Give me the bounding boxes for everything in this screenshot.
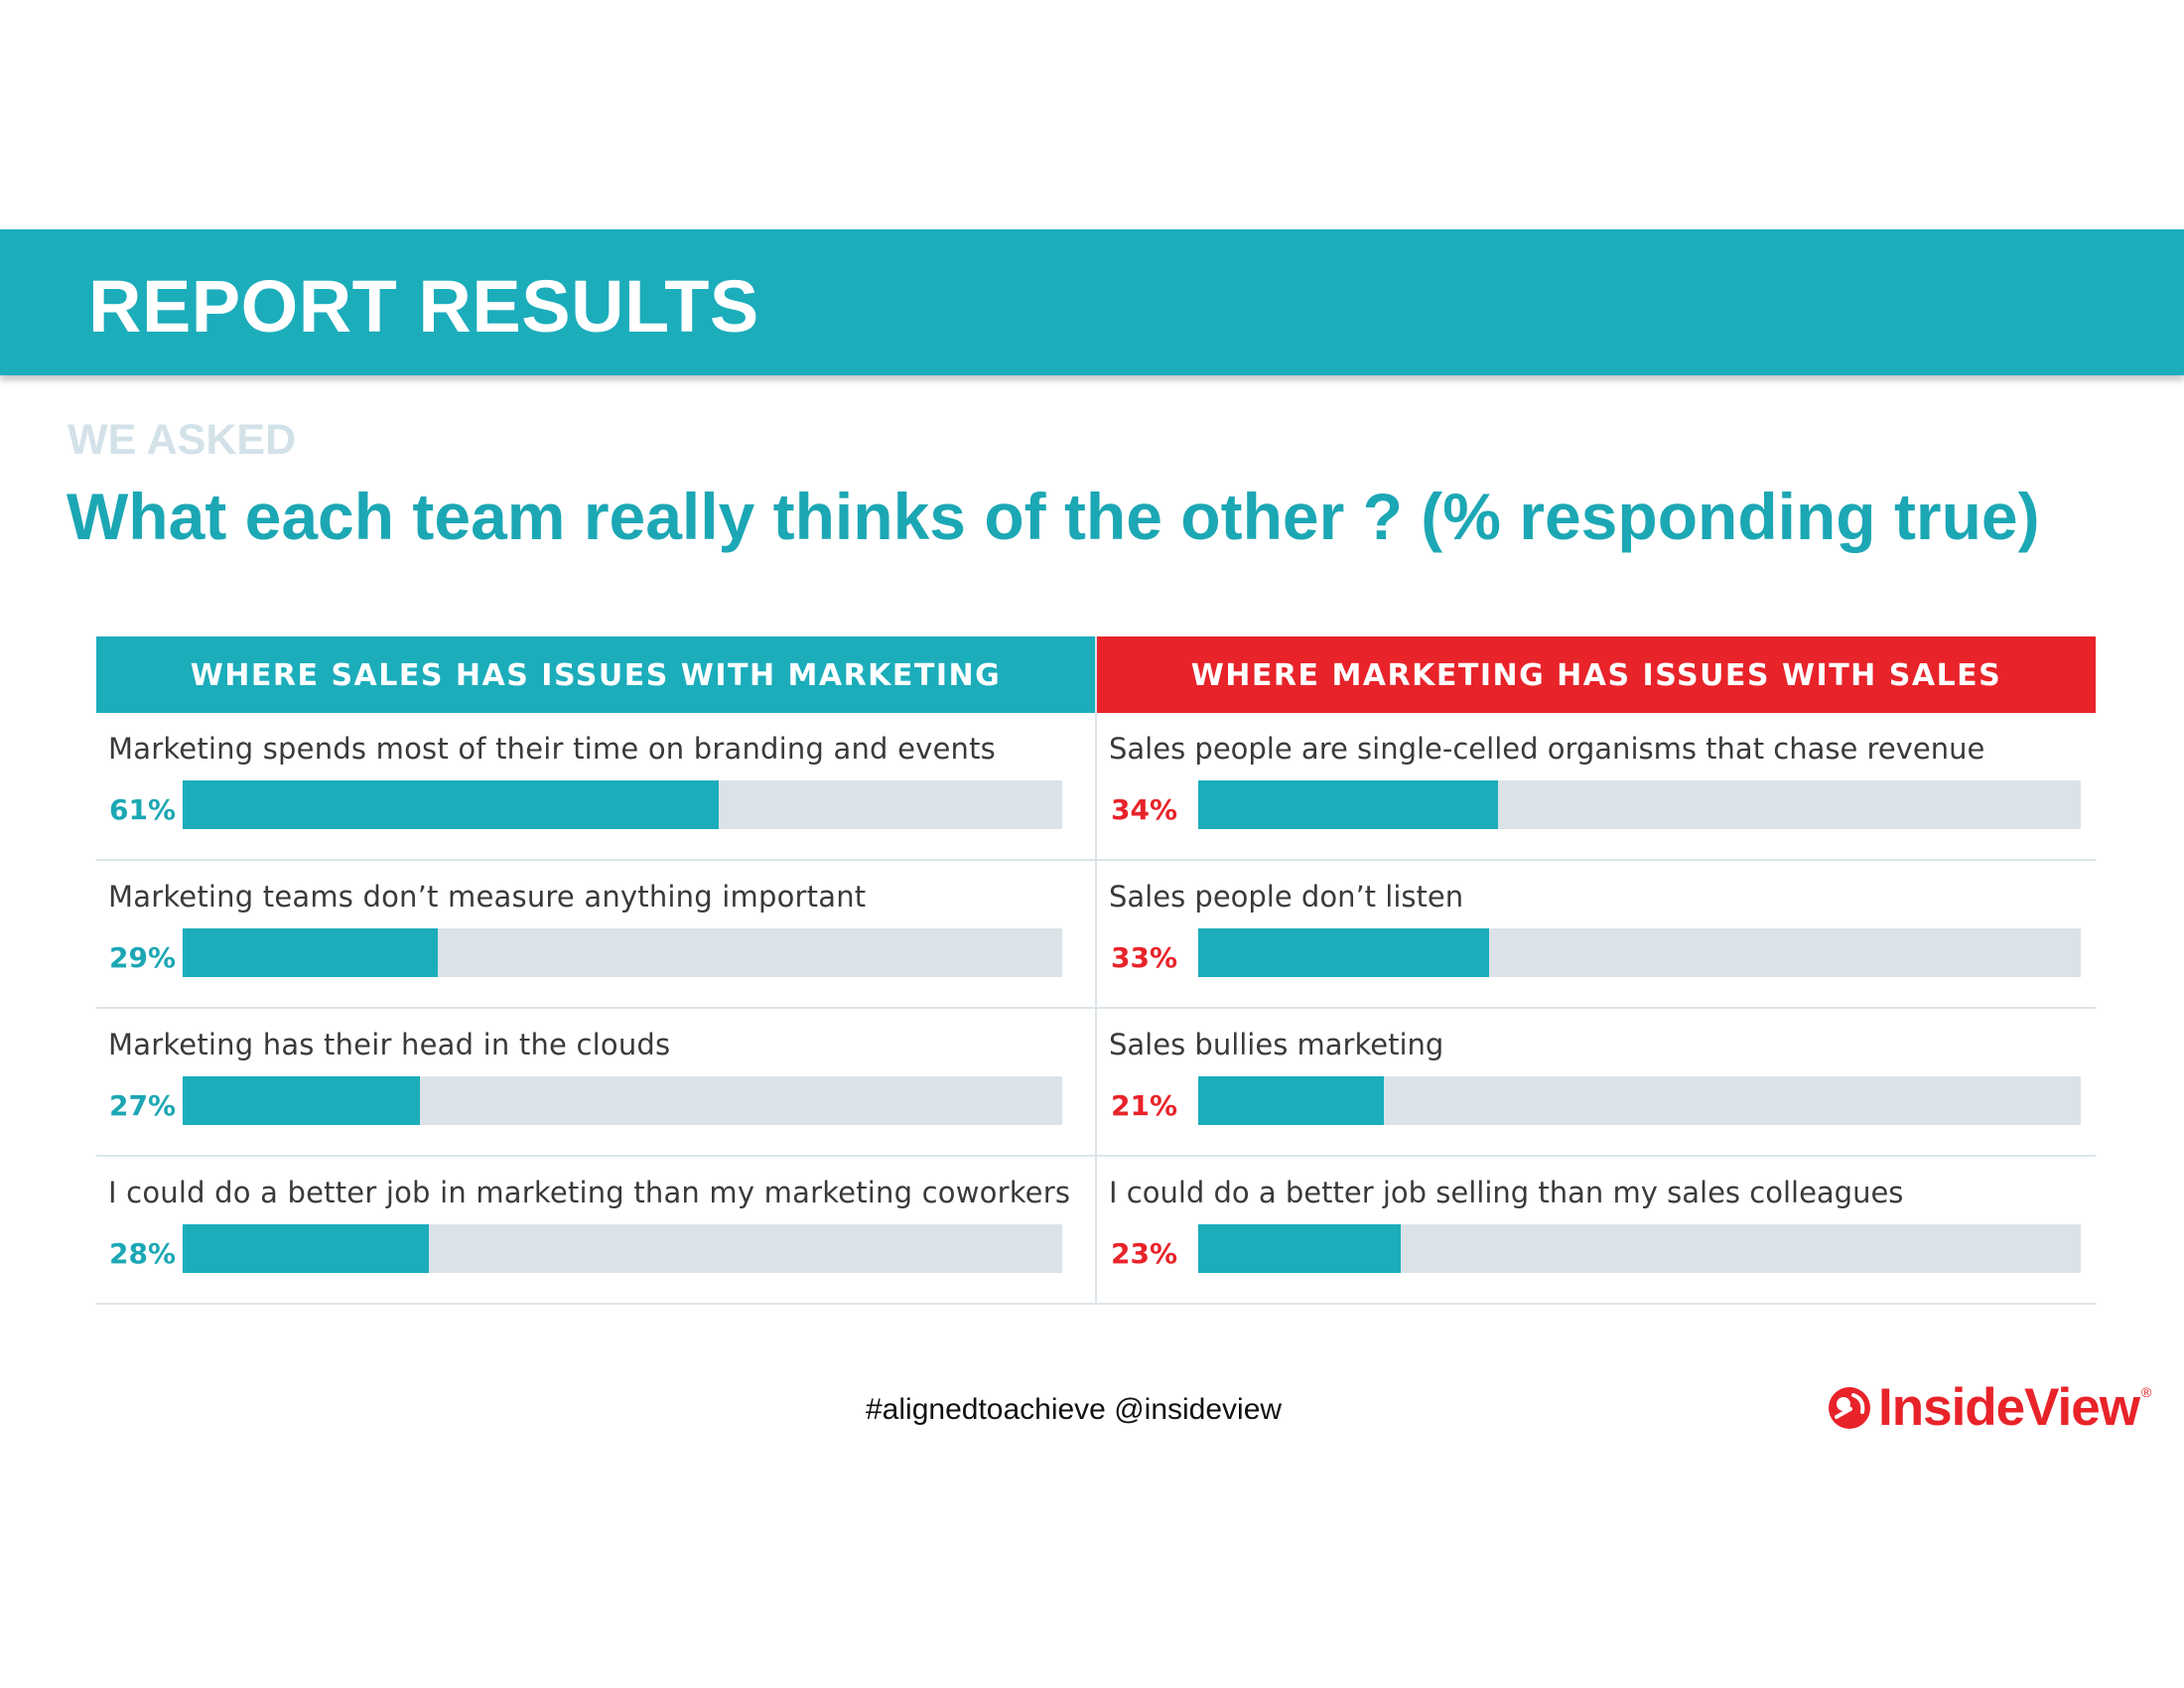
bar-category-label: Marketing has their head in the clouds [108, 1028, 671, 1061]
panel-header-marketing: WHERE MARKETING HAS ISSUES WITH SALES [1097, 636, 2096, 713]
bar-value-label: 21% [1111, 1089, 1178, 1122]
insideview-logo: InsideView ® [1827, 1378, 2151, 1438]
bar-category-label: Sales people are single-celled organisms… [1109, 732, 1985, 766]
bar-value-label: 34% [1111, 793, 1178, 826]
bar-value-label: 29% [109, 941, 177, 974]
bar-category-label: Sales bullies marketing [1109, 1028, 1444, 1061]
panel-sales-issues: WHERE SALES HAS ISSUES WITH MARKETING Ma… [96, 636, 1095, 1305]
bar [183, 780, 720, 829]
bar-track [1198, 1224, 2081, 1273]
bar-row: Marketing teams don’t measure anything i… [96, 861, 1095, 1009]
bar-category-label: Marketing teams don’t measure anything i… [108, 880, 867, 914]
bar [183, 1076, 421, 1125]
bar-value-label: 33% [1111, 941, 1178, 974]
bar-row: I could do a better job selling than my … [1097, 1157, 2096, 1305]
bar-category-label: Marketing spends most of their time on b… [108, 732, 996, 766]
bar [1198, 1224, 1402, 1273]
rows-sales: Marketing spends most of their time on b… [96, 713, 1095, 1305]
bar-value-label: 27% [109, 1089, 177, 1122]
bar-track [1198, 1076, 2081, 1125]
bar-row: Sales bullies marketing 21% [1097, 1009, 2096, 1157]
bar-category-label: Sales people don’t listen [1109, 880, 1464, 914]
bar-row: Sales people are single-celled organisms… [1097, 713, 2096, 861]
bar-value-label: 61% [109, 793, 177, 826]
bar [183, 928, 438, 977]
bar [1198, 1076, 1384, 1125]
bar-category-label: I could do a better job in marketing tha… [108, 1176, 1071, 1209]
bar-row: Marketing has their head in the clouds 27… [96, 1009, 1095, 1157]
bar-value-label: 28% [109, 1237, 177, 1270]
logo-wordmark: InsideView [1878, 1378, 2140, 1437]
insideview-logo-icon [1829, 1387, 1870, 1429]
logo-registered-mark: ® [2140, 1384, 2152, 1400]
bar-track [183, 1224, 1062, 1273]
bar-track [183, 780, 1062, 829]
bar-category-label: I could do a better job selling than my … [1109, 1176, 1904, 1209]
rows-marketing: Sales people are single-celled organisms… [1097, 713, 2096, 1305]
eyebrow-label: WE ASKED [68, 416, 297, 464]
footer-hashtag: #alignedtoachieve @insideview [866, 1393, 1283, 1426]
bar-row: Marketing spends most of their time on b… [96, 713, 1095, 861]
bar-row: Sales people don’t listen 33% [1097, 861, 2096, 1009]
report-banner: REPORT RESULTS [0, 229, 2184, 375]
survey-question: What each team really thinks of the othe… [67, 480, 2040, 553]
bar [1198, 928, 1490, 977]
panel-header-sales: WHERE SALES HAS ISSUES WITH MARKETING [96, 636, 1095, 713]
bar-track [183, 928, 1062, 977]
bar-value-label: 23% [1111, 1237, 1178, 1270]
bar [183, 1224, 430, 1273]
bar-track [183, 1076, 1062, 1125]
bar [1198, 780, 1499, 829]
bar-track [1198, 780, 2081, 829]
panel-marketing-issues: WHERE MARKETING HAS ISSUES WITH SALES Sa… [1095, 636, 2096, 1305]
page-title: REPORT RESULTS [88, 265, 759, 348]
bar-track [1198, 928, 2081, 977]
bar-row: I could do a better job in marketing tha… [96, 1157, 1095, 1305]
